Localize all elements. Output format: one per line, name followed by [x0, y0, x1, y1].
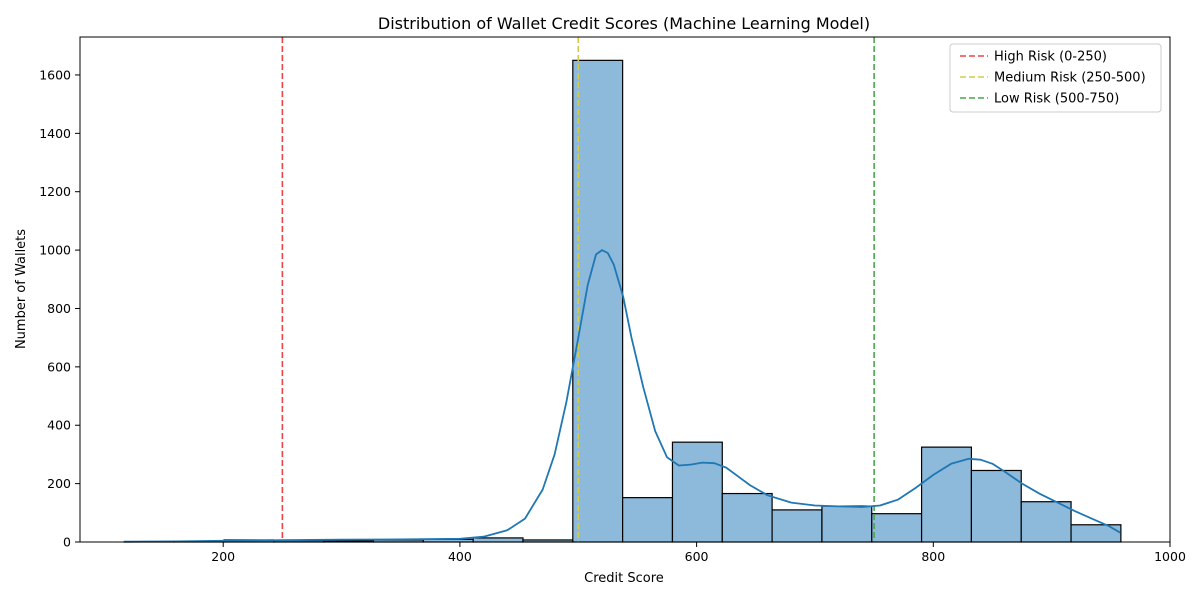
y-tick-label: 200 — [47, 476, 71, 491]
x-tick-label: 400 — [448, 549, 472, 564]
legend-label: Medium Risk (250-500) — [994, 71, 1146, 86]
legend-label: High Risk (0-250) — [994, 50, 1107, 65]
y-tick-label: 800 — [47, 301, 71, 316]
plot-frame — [79, 36, 1171, 543]
y-axis-label: Number of Wallets — [14, 229, 29, 349]
threshold-lines — [281, 37, 875, 542]
y-tick-label: 1600 — [39, 67, 71, 82]
chart-title: Distribution of Wallet Credit Scores (Ma… — [378, 14, 870, 33]
legend: High Risk (0-250) Medium Risk (250-500) Lo… — [949, 43, 1162, 113]
y-tick-label: 0 — [63, 535, 71, 550]
x-axis-ticks: 200 400 600 800 1000 — [211, 542, 1186, 564]
x-tick-label: 1000 — [1154, 549, 1186, 564]
y-tick-label: 1400 — [39, 126, 71, 141]
histogram-bar — [721, 492, 773, 543]
x-tick-label: 200 — [211, 549, 235, 564]
histogram-bar — [920, 446, 973, 543]
kde-layer — [123, 249, 1121, 543]
histogram-bar — [1020, 501, 1072, 543]
y-tick-label: 400 — [47, 418, 71, 433]
histogram-bars — [123, 59, 1122, 543]
histogram-bar — [671, 441, 723, 543]
histogram-bar — [572, 59, 624, 543]
x-axis-label: Credit Score — [584, 571, 664, 586]
histogram-bar — [622, 497, 674, 543]
legend-entries: High Risk (0-250) Medium Risk (250-500) Lo… — [960, 50, 1146, 107]
histogram-bar — [871, 513, 923, 543]
histogram-bar — [970, 469, 1022, 543]
legend-label: Low Risk (500-750) — [994, 92, 1119, 107]
x-tick-label: 600 — [685, 549, 709, 564]
y-tick-label: 1000 — [39, 243, 71, 258]
y-tick-label: 1200 — [39, 184, 71, 199]
histogram-bar — [472, 537, 524, 543]
plot-area — [123, 37, 1122, 543]
histogram-bar — [821, 505, 873, 543]
axes: 200 400 600 800 1000 0 200 400 600 800 1000 1200 14… — [39, 36, 1186, 564]
legend-box — [949, 43, 1162, 113]
histogram-bar — [771, 509, 823, 543]
x-tick-label: 800 — [921, 549, 945, 564]
kde-curve — [123, 249, 1121, 543]
y-tick-label: 600 — [47, 359, 71, 374]
y-axis-ticks: 0 200 400 600 800 1000 1200 1400 1600 — [39, 67, 80, 550]
histogram-bar — [1070, 524, 1122, 543]
